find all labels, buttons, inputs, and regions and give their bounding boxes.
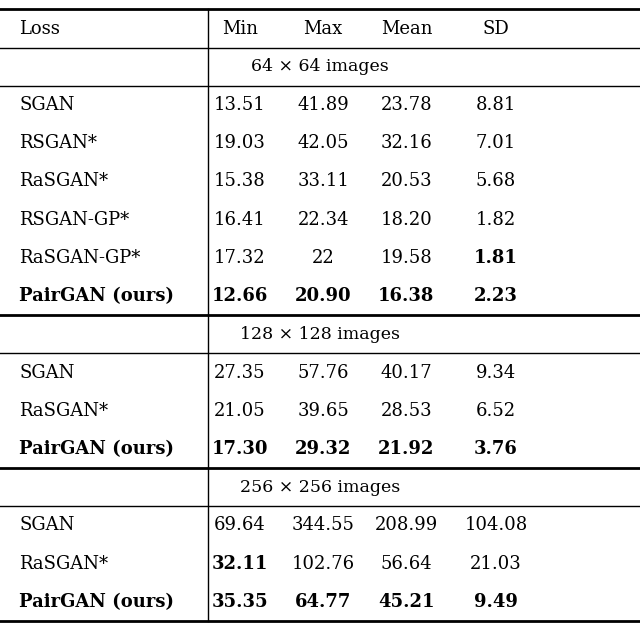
Text: RaSGAN*: RaSGAN*	[19, 555, 108, 573]
Text: 8.81: 8.81	[476, 96, 516, 114]
Text: 64 × 64 images: 64 × 64 images	[251, 58, 389, 75]
Text: 40.17: 40.17	[381, 364, 432, 381]
Text: RSGAN-GP*: RSGAN-GP*	[19, 210, 129, 228]
Text: 22: 22	[312, 249, 335, 267]
Text: 56.64: 56.64	[381, 555, 432, 573]
Text: 28.53: 28.53	[381, 402, 432, 420]
Text: RaSGAN*: RaSGAN*	[19, 172, 108, 190]
Text: Mean: Mean	[381, 19, 432, 38]
Text: 9.49: 9.49	[474, 593, 518, 611]
Text: 208.99: 208.99	[375, 516, 438, 535]
Text: 20.90: 20.90	[295, 287, 351, 305]
Text: 18.20: 18.20	[381, 210, 432, 228]
Text: 33.11: 33.11	[297, 172, 349, 190]
Text: 21.05: 21.05	[214, 402, 266, 420]
Text: 57.76: 57.76	[298, 364, 349, 381]
Text: 23.78: 23.78	[381, 96, 432, 114]
Text: SD: SD	[483, 19, 509, 38]
Text: 20.53: 20.53	[381, 172, 432, 190]
Text: 69.64: 69.64	[214, 516, 266, 535]
Text: 42.05: 42.05	[298, 134, 349, 152]
Text: 9.34: 9.34	[476, 364, 516, 381]
Text: 7.01: 7.01	[476, 134, 516, 152]
Text: Loss: Loss	[19, 19, 60, 38]
Text: SGAN: SGAN	[19, 364, 75, 381]
Text: 13.51: 13.51	[214, 96, 266, 114]
Text: 17.30: 17.30	[212, 440, 268, 458]
Text: 16.41: 16.41	[214, 210, 266, 228]
Text: 32.11: 32.11	[212, 555, 268, 573]
Text: RSGAN*: RSGAN*	[19, 134, 97, 152]
Text: 64.77: 64.77	[295, 593, 351, 611]
Text: 17.32: 17.32	[214, 249, 266, 267]
Text: 45.21: 45.21	[378, 593, 435, 611]
Text: 27.35: 27.35	[214, 364, 266, 381]
Text: 256 × 256 images: 256 × 256 images	[240, 479, 400, 496]
Text: 344.55: 344.55	[292, 516, 355, 535]
Text: PairGAN (ours): PairGAN (ours)	[19, 593, 174, 611]
Text: 128 × 128 images: 128 × 128 images	[240, 326, 400, 343]
Text: 5.68: 5.68	[476, 172, 516, 190]
Text: SGAN: SGAN	[19, 516, 75, 535]
Text: RaSGAN-GP*: RaSGAN-GP*	[19, 249, 141, 267]
Text: 6.52: 6.52	[476, 402, 516, 420]
Text: 102.76: 102.76	[292, 555, 355, 573]
Text: 104.08: 104.08	[465, 516, 527, 535]
Text: 21.92: 21.92	[378, 440, 435, 458]
Text: PairGAN (ours): PairGAN (ours)	[19, 440, 174, 458]
Text: 1.82: 1.82	[476, 210, 516, 228]
Text: 1.81: 1.81	[474, 249, 518, 267]
Text: 16.38: 16.38	[378, 287, 435, 305]
Text: SGAN: SGAN	[19, 96, 75, 114]
Text: 22.34: 22.34	[298, 210, 349, 228]
Text: Max: Max	[303, 19, 343, 38]
Text: 19.58: 19.58	[381, 249, 432, 267]
Text: 19.03: 19.03	[214, 134, 266, 152]
Text: 2.23: 2.23	[474, 287, 518, 305]
Text: 15.38: 15.38	[214, 172, 266, 190]
Text: 29.32: 29.32	[295, 440, 351, 458]
Text: 32.16: 32.16	[381, 134, 432, 152]
Text: 39.65: 39.65	[298, 402, 349, 420]
Text: RaSGAN*: RaSGAN*	[19, 402, 108, 420]
Text: Min: Min	[222, 19, 258, 38]
Text: 12.66: 12.66	[212, 287, 268, 305]
Text: 21.03: 21.03	[470, 555, 522, 573]
Text: 41.89: 41.89	[298, 96, 349, 114]
Text: 3.76: 3.76	[474, 440, 518, 458]
Text: 35.35: 35.35	[212, 593, 268, 611]
Text: PairGAN (ours): PairGAN (ours)	[19, 287, 174, 305]
